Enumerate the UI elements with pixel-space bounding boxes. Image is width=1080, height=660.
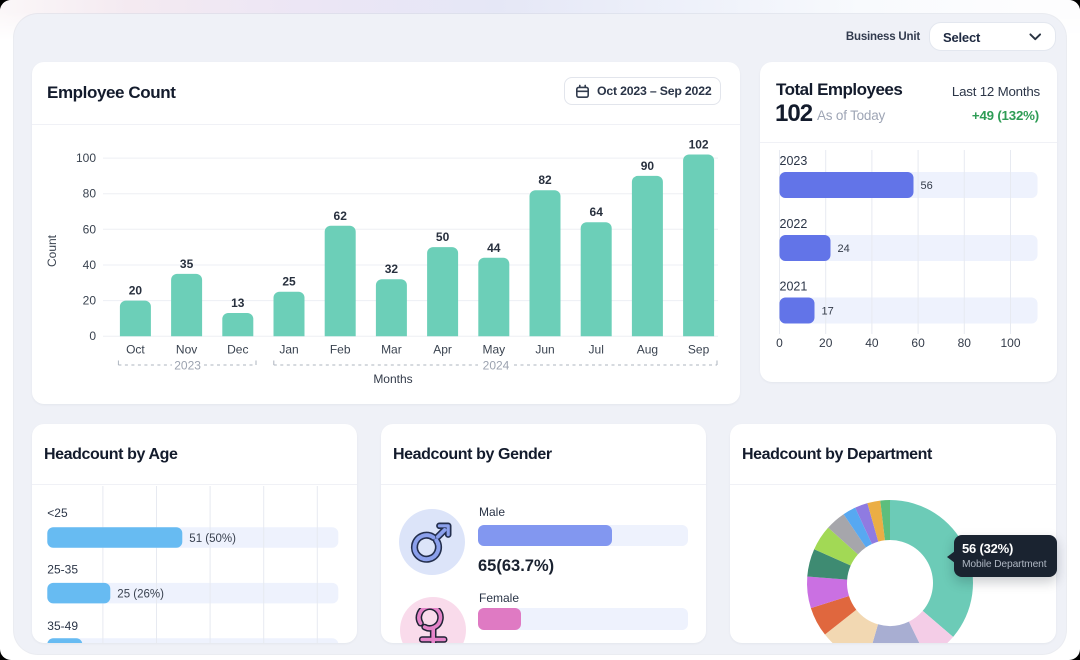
svg-text:Oct: Oct [126,343,145,357]
svg-text:Mar: Mar [381,343,402,357]
svg-text:Feb: Feb [330,343,351,357]
svg-text:102: 102 [689,138,709,152]
svg-text:35-49: 35-49 [47,619,78,633]
svg-text:40: 40 [865,336,879,350]
svg-text:56: 56 [921,180,933,192]
svg-text:24: 24 [838,243,850,255]
svg-text:64: 64 [590,205,604,219]
svg-text:80: 80 [83,187,97,201]
svg-text:60: 60 [83,222,97,236]
svg-text:2021: 2021 [780,280,808,294]
svg-text:20: 20 [83,294,97,308]
svg-text:44: 44 [487,241,501,255]
svg-text:20: 20 [819,336,833,350]
svg-text:Jul: Jul [589,343,604,357]
svg-text:Jun: Jun [535,343,554,357]
svg-text:13: 13 [231,296,245,310]
svg-text:<25: <25 [47,506,68,520]
svg-text:2022: 2022 [780,217,808,231]
svg-text:0: 0 [776,336,783,350]
svg-text:Nov: Nov [176,343,197,357]
svg-text:2023: 2023 [780,154,808,168]
svg-text:51 (50%): 51 (50%) [189,533,236,545]
svg-text:Dec: Dec [227,343,248,357]
svg-text:20: 20 [129,284,143,298]
svg-text:2023: 2023 [174,359,201,373]
svg-text:50: 50 [436,230,450,244]
svg-text:25-35: 25-35 [47,563,78,577]
svg-text:35: 35 [180,257,194,271]
svg-text:Jan: Jan [279,343,298,357]
svg-text:25: 25 [282,275,296,289]
svg-text:40: 40 [83,258,97,272]
svg-text:Aug: Aug [637,343,658,357]
svg-text:Sep: Sep [688,343,710,357]
svg-text:25 (26%): 25 (26%) [117,588,164,600]
svg-text:100: 100 [76,151,96,165]
svg-text:62: 62 [334,209,348,223]
svg-text:17: 17 [822,306,834,318]
svg-text:Months: Months [373,372,412,386]
svg-text:100: 100 [1000,336,1020,350]
svg-text:0: 0 [89,329,96,343]
svg-text:32: 32 [385,262,399,276]
svg-text:90: 90 [641,159,655,173]
svg-text:80: 80 [958,336,972,350]
svg-text:Count: Count [45,234,59,267]
svg-text:Apr: Apr [433,343,452,357]
svg-text:May: May [482,343,505,357]
svg-text:2024: 2024 [483,359,510,373]
svg-text:82: 82 [538,173,552,187]
svg-text:60: 60 [911,336,925,350]
